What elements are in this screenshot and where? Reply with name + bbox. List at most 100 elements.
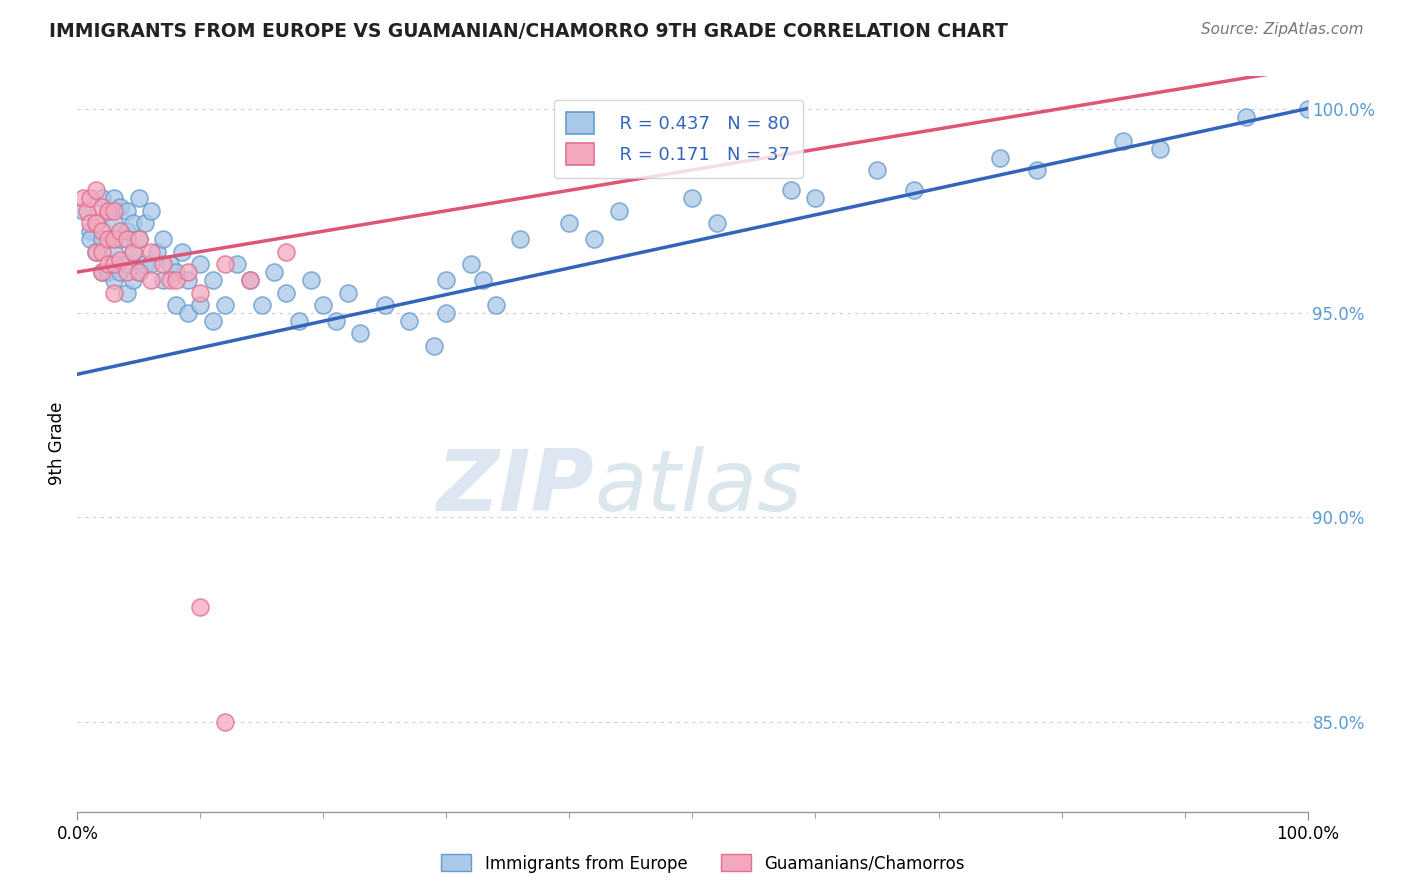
Point [288,314,311,328]
Point [90,265,114,279]
Point [558,216,581,230]
Point [72,192,94,206]
Point [84,183,107,197]
Point [97,232,120,246]
Point [276,244,298,259]
Point [103,203,125,218]
Point [159,257,181,271]
Point [141,273,163,287]
Point [214,298,236,312]
Point [1112,134,1135,148]
Point [90,265,114,279]
Point [115,232,138,246]
Point [79,232,101,246]
Point [436,273,458,287]
Point [239,273,262,287]
Point [84,216,107,230]
Point [90,244,114,259]
Point [79,216,101,230]
Point [201,314,224,328]
Point [988,151,1011,165]
Point [1234,110,1257,124]
Point [103,257,125,271]
Point [97,265,120,279]
Point [103,232,125,246]
Point [128,265,150,279]
Point [607,203,630,218]
Point [1149,142,1171,156]
Point [90,232,114,246]
Point [250,298,273,312]
Point [682,192,704,206]
Point [97,203,120,218]
Point [276,285,298,300]
Point [103,192,125,206]
Point [152,232,174,246]
Point [349,326,371,341]
Point [110,265,132,279]
Point [103,244,125,259]
Point [903,183,925,197]
Point [121,216,143,230]
Point [472,273,495,287]
Point [460,257,482,271]
Point [804,192,827,206]
Point [583,232,606,246]
Point [128,192,150,206]
Point [299,273,322,287]
Point [374,298,396,312]
Point [103,273,125,287]
Point [165,265,187,279]
Point [1296,102,1319,116]
Point [110,232,132,246]
Point [152,273,174,287]
Legend:   R = 0.437   N = 80,   R = 0.171   N = 37: R = 0.437 N = 80, R = 0.171 N = 37 [554,100,803,178]
Point [152,257,174,271]
Point [97,257,120,271]
Point [398,314,420,328]
Point [423,339,446,353]
Point [90,224,114,238]
Point [201,273,224,287]
Point [121,244,143,259]
Point [141,203,163,218]
Point [325,314,347,328]
Point [263,265,285,279]
Point [1026,162,1049,177]
Text: IMMIGRANTS FROM EUROPE VS GUAMANIAN/CHAMORRO 9TH GRADE CORRELATION CHART: IMMIGRANTS FROM EUROPE VS GUAMANIAN/CHAM… [49,22,1008,41]
Point [177,306,200,320]
Point [780,183,803,197]
Point [485,298,508,312]
Text: Source: ZipAtlas.com: Source: ZipAtlas.com [1201,22,1364,37]
Point [115,224,138,238]
Point [128,232,150,246]
Point [509,232,531,246]
Point [121,273,143,287]
Point [79,224,101,238]
Point [159,273,181,287]
Point [84,244,107,259]
Point [128,265,150,279]
Point [177,265,200,279]
Point [115,203,138,218]
Point [170,244,193,259]
Point [97,203,120,218]
Point [141,244,163,259]
Point [165,273,187,287]
Point [188,298,212,312]
Legend: Immigrants from Europe, Guamanians/Chamorros: Immigrants from Europe, Guamanians/Chamo… [434,847,972,880]
Text: atlas: atlas [595,446,801,530]
Text: ZIP: ZIP [436,446,595,530]
Point [84,244,107,259]
Point [141,257,163,271]
Point [134,216,156,230]
Point [90,192,114,206]
Point [115,285,138,300]
Point [79,192,101,206]
Point [226,257,249,271]
Point [110,200,132,214]
Point [866,162,889,177]
Point [103,285,125,300]
Point [110,252,132,267]
Point [115,257,138,271]
